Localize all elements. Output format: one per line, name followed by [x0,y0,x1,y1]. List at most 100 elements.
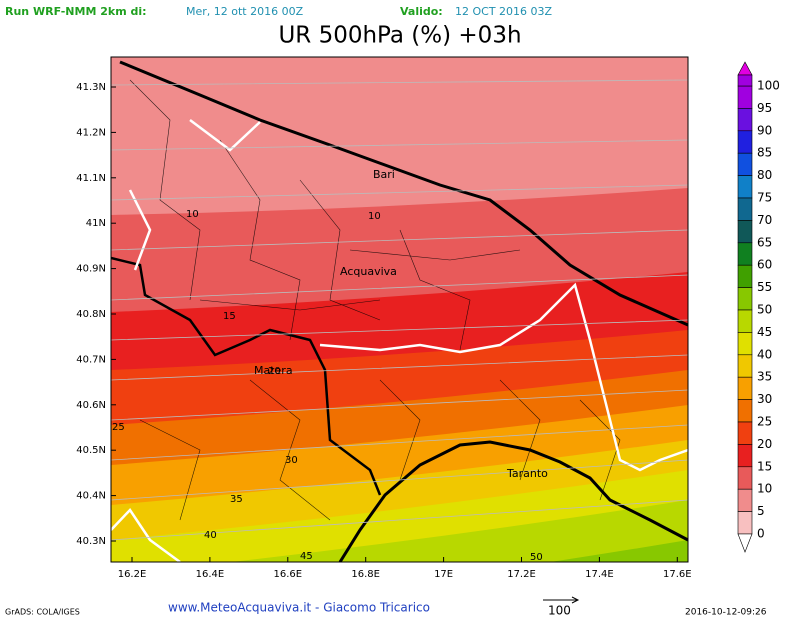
lon-label: 17.2E [507,569,536,580]
colorbar-swatch [737,242,753,266]
colorbar-label: 55 [757,280,772,294]
place-label: Bari [373,168,395,181]
map-title: UR 500hPa (%) +03h [278,23,521,49]
lon-label: 16.4E [196,569,225,580]
run-date: Mer, 12 ott 2016 00Z [186,5,304,18]
lon-label: 16.2E [118,569,147,580]
municipal-borders [129,79,621,521]
contour-label: 50 [530,552,543,563]
place-label: Acquaviva [340,265,397,278]
colorbar-swatch [737,108,753,132]
colorbar-cap [737,533,753,553]
colorbar-swatch [737,152,753,176]
colorbar-cap [737,61,753,76]
colorbar-label: 0 [757,527,765,541]
place-label: Taranto [506,467,548,480]
contour-label: 40 [204,530,217,541]
colorbar-swatch [737,466,753,490]
colorbar-swatch [737,175,753,199]
colorbar-label: 20 [757,437,772,451]
colorbar-label: 90 [757,123,772,137]
coastline-taranto [338,440,688,562]
lon-label: 16.6E [274,569,303,580]
place-label: Matera [254,364,293,377]
lon-label: 16.8E [351,569,380,580]
colorbar-swatch [737,85,753,109]
colorbar-swatch [737,332,753,356]
lat-label: 40.6N [76,400,106,411]
contour-label: 10 [186,209,199,220]
colorbar-swatch [737,376,753,400]
colorbar-label: 35 [757,370,772,384]
run-label: Run WRF-NMM 2km di: [5,5,147,18]
vector-ref: 100 [548,604,571,618]
contour-labels: 10 10 15 20 25 30 35 40 45 50 [112,209,543,563]
colorbar-label: 70 [757,213,772,227]
colorbar-label: 85 [757,146,772,160]
lat-label: 40.5N [76,445,106,456]
colorbar-label: 80 [757,168,772,182]
humidity-band [111,500,688,562]
lat-label: 41.1N [76,173,106,184]
colorbar-swatch [737,488,753,512]
lat-label: 40.3N [76,536,106,547]
colorbar-swatch [737,399,753,423]
lon-label: 17.4E [585,569,614,580]
vector-arrow [543,596,580,604]
colorbar-label: 75 [757,191,772,205]
lat-label: 41.3N [76,82,106,93]
contour-label: 25 [112,422,125,433]
colorbar-swatch [737,197,753,221]
humidity-field [111,57,688,562]
colorbar-swatch [737,264,753,288]
lat-label: 40.9N [76,264,106,275]
colorbar-swatch [737,444,753,468]
lon-label: 17E [434,569,453,580]
contour-label: 35 [230,494,243,505]
geography [111,60,688,562]
valid-date: 12 OCT 2016 03Z [455,5,553,18]
colorbar-label: 15 [757,459,772,473]
colorbar-swatch [737,354,753,378]
lat-label: 40.7N [76,354,106,365]
valid-label: Valido: [400,5,443,18]
lat-label: 41N [86,218,106,229]
region-border [111,119,688,562]
contour-label: 10 [368,211,381,222]
colorbar-swatch [737,511,753,535]
author-credit: www.MeteoAcquaviva.it - Giacomo Tricaric… [168,601,430,615]
colorbar-label: 25 [757,415,772,429]
colorbar-label: 45 [757,325,772,339]
colorbar-label: 95 [757,101,772,115]
software-credit: GrADS: COLA/IGES [5,608,80,617]
lat-label: 40.8N [76,309,106,320]
timestamp: 2016-10-12-09:26 [685,608,767,618]
wind-streamlines [111,79,688,541]
colorbar: 1009590858075706560555045403530252015105… [737,61,780,553]
coastline-north [119,60,688,327]
colorbar-swatch [737,220,753,244]
contour-label: 15 [223,311,236,322]
contour-label: 20 [268,366,281,377]
colorbar-label: 60 [757,258,772,272]
contour-label: 45 [300,551,313,562]
colorbar-label: 5 [757,504,765,518]
colorbar-swatch [737,421,753,445]
contour-label: 30 [285,455,298,466]
map-frame [110,56,689,563]
lat-label: 40.4N [76,491,106,502]
colorbar-swatch [737,130,753,154]
lat-label: 41.2N [76,127,106,138]
colorbar-label: 50 [757,303,772,317]
colorbar-swatch [737,287,753,311]
colorbar-swatch [737,74,753,87]
places: Bari Acquaviva Matera Taranto [254,168,548,480]
colorbar-label: 40 [757,347,772,361]
colorbar-label: 10 [757,482,772,496]
lon-label: 17.6E [663,569,692,580]
colorbar-label: 65 [757,235,772,249]
colorbar-swatch [737,309,753,333]
colorbar-label: 100 [757,79,780,93]
